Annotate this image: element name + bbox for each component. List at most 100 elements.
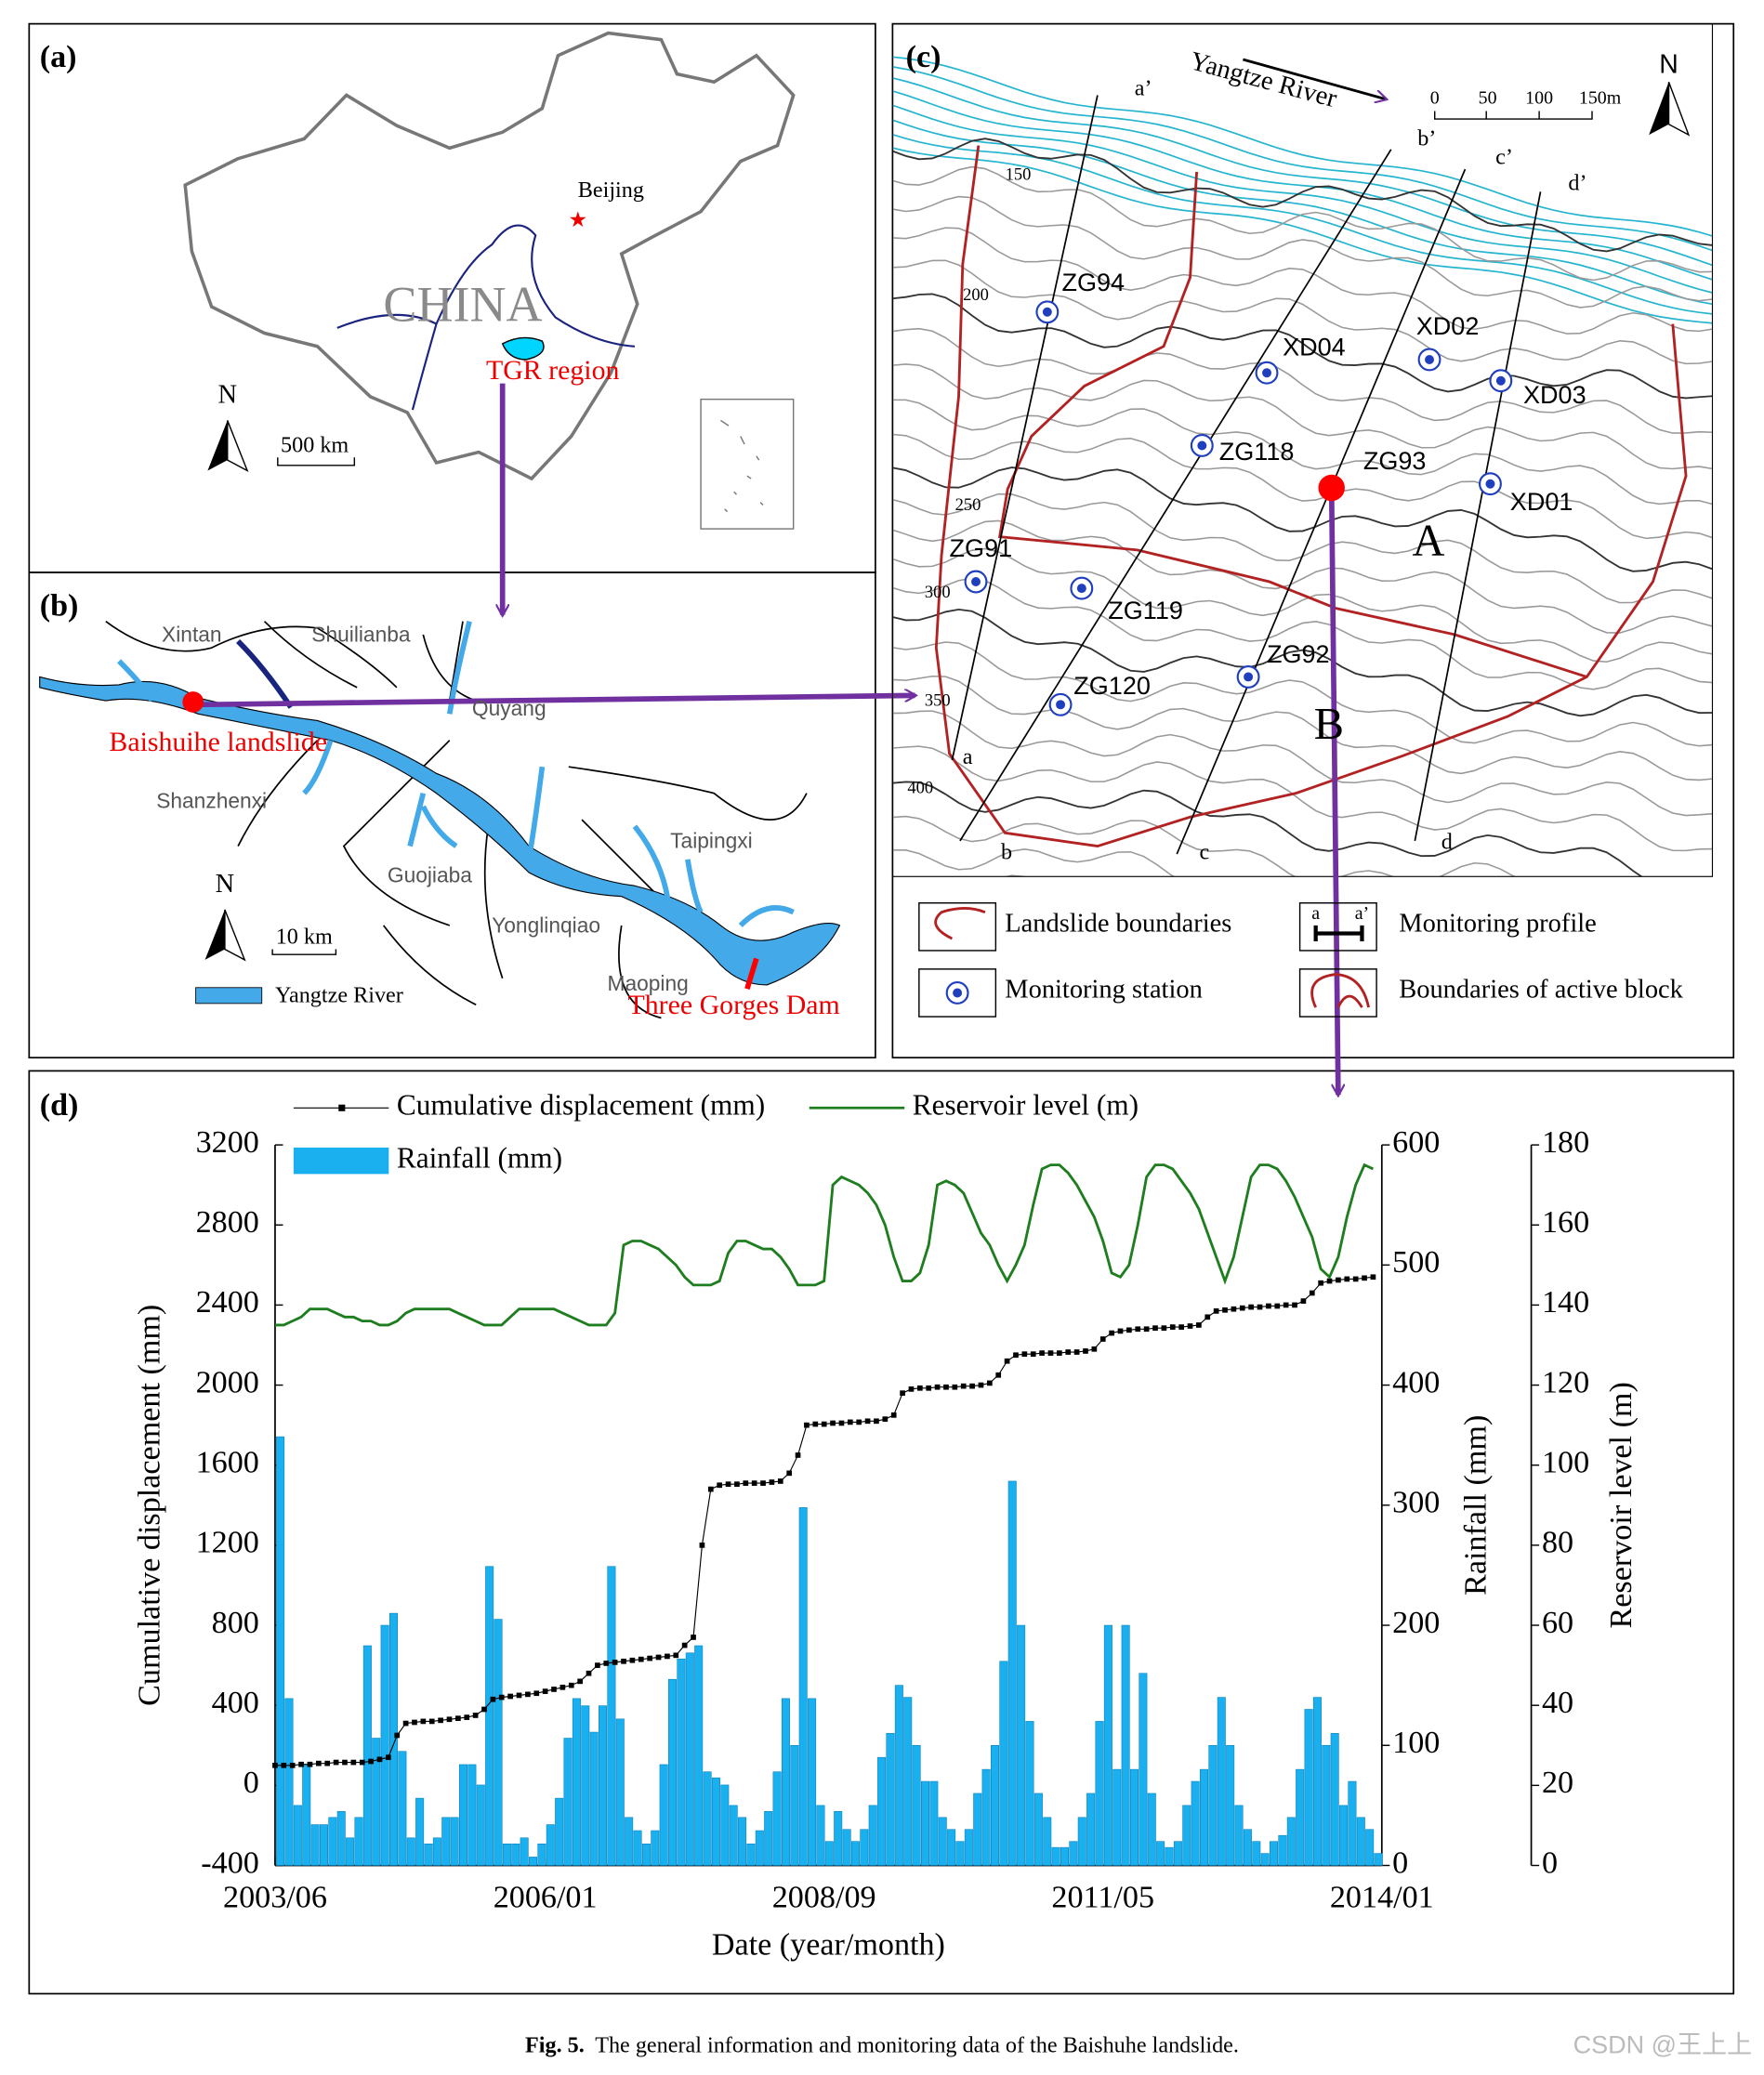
bar bbox=[302, 1764, 311, 1866]
legend-label: Reservoir level (m) bbox=[913, 1088, 1139, 1121]
line-marker bbox=[1004, 1358, 1010, 1364]
bar bbox=[764, 1811, 773, 1866]
river bbox=[336, 224, 636, 411]
station-dot bbox=[1076, 584, 1086, 594]
bar bbox=[310, 1824, 320, 1866]
profile-line bbox=[951, 95, 1099, 761]
line-marker bbox=[586, 1670, 592, 1676]
station-label: ZG91 bbox=[950, 534, 1013, 562]
line-marker bbox=[1152, 1325, 1158, 1332]
contour-label: 200 bbox=[963, 285, 989, 304]
line-marker bbox=[1222, 1307, 1228, 1313]
contour bbox=[892, 259, 1713, 365]
y-axis-label: Cumulative displacement (mm) bbox=[132, 1305, 166, 1706]
bar bbox=[703, 1771, 712, 1866]
bar bbox=[1226, 1744, 1235, 1866]
line-marker bbox=[838, 1420, 845, 1426]
scale-label: 10 km bbox=[276, 925, 333, 950]
bar bbox=[520, 1837, 529, 1866]
bar bbox=[1043, 1817, 1052, 1866]
bar bbox=[938, 1817, 947, 1866]
line-marker bbox=[864, 1418, 871, 1425]
line-marker bbox=[1213, 1308, 1219, 1314]
bar bbox=[808, 1698, 817, 1866]
line-marker bbox=[386, 1754, 391, 1761]
profile-label: c bbox=[1199, 840, 1209, 865]
station-label: XD03 bbox=[1523, 381, 1586, 409]
legend-icon bbox=[934, 907, 986, 940]
bar bbox=[824, 1841, 834, 1866]
legend-icon-label: a bbox=[1311, 903, 1320, 924]
bar bbox=[668, 1678, 678, 1866]
dam-label: Three Gorges Dam bbox=[628, 990, 840, 1020]
river-contour bbox=[892, 147, 1713, 324]
y-tick-label: 2400 bbox=[196, 1285, 259, 1320]
line-marker bbox=[629, 1657, 636, 1663]
country-label: CHINA bbox=[383, 276, 542, 332]
contour bbox=[892, 327, 1713, 434]
line-marker bbox=[498, 1694, 505, 1701]
line-marker bbox=[734, 1481, 740, 1488]
legend-label: Cumulative displacement (mm) bbox=[397, 1088, 765, 1121]
bar bbox=[651, 1830, 660, 1866]
bar bbox=[1296, 1768, 1305, 1866]
bar bbox=[903, 1697, 913, 1866]
contour-label: 250 bbox=[955, 495, 981, 514]
bar bbox=[1121, 1624, 1130, 1866]
bar bbox=[1217, 1697, 1226, 1866]
y3-tick-label: 120 bbox=[1542, 1365, 1589, 1399]
block-label: A bbox=[1413, 516, 1445, 565]
contour-label: 300 bbox=[925, 583, 951, 601]
line-marker bbox=[1117, 1328, 1124, 1334]
block-label: B bbox=[1314, 700, 1344, 749]
line-marker bbox=[577, 1678, 583, 1685]
place-label: Quyang bbox=[472, 696, 546, 720]
line-marker bbox=[1344, 1276, 1350, 1282]
line-marker bbox=[1039, 1350, 1045, 1356]
line-marker bbox=[647, 1655, 653, 1661]
contour bbox=[892, 547, 1713, 663]
north-label: N bbox=[216, 870, 235, 899]
y2-axis-label: Rainfall (mm) bbox=[1458, 1415, 1493, 1596]
profile-label: a bbox=[963, 744, 973, 769]
y3-tick-label: 180 bbox=[1542, 1125, 1589, 1160]
bar bbox=[625, 1817, 634, 1866]
line-marker bbox=[890, 1412, 897, 1418]
bar bbox=[494, 1619, 503, 1866]
bar bbox=[1182, 1805, 1191, 1866]
station-dot bbox=[971, 577, 981, 586]
bar bbox=[920, 1780, 929, 1866]
bar bbox=[1191, 1780, 1200, 1866]
line-marker bbox=[376, 1756, 383, 1763]
bar bbox=[336, 1811, 346, 1866]
dam-mark bbox=[744, 957, 759, 991]
bar bbox=[781, 1698, 790, 1866]
bar bbox=[572, 1698, 581, 1866]
bar bbox=[432, 1837, 441, 1866]
boundaries bbox=[105, 621, 808, 1019]
station-label: ZG118 bbox=[1219, 438, 1295, 466]
bar bbox=[467, 1764, 477, 1866]
bar bbox=[659, 1764, 668, 1866]
y-tick-label: 1200 bbox=[196, 1526, 259, 1560]
legend-swatch bbox=[338, 1104, 346, 1111]
bar bbox=[450, 1817, 459, 1866]
place-label: Shuilianba bbox=[311, 622, 411, 646]
bar bbox=[981, 1768, 991, 1866]
bar bbox=[677, 1658, 686, 1866]
bar bbox=[1348, 1780, 1357, 1866]
bar bbox=[1173, 1841, 1182, 1866]
line-marker bbox=[1099, 1336, 1106, 1342]
bar bbox=[886, 1733, 895, 1866]
north-label: N bbox=[1659, 50, 1678, 80]
contour bbox=[892, 433, 1713, 540]
bar bbox=[1234, 1805, 1244, 1866]
bar bbox=[319, 1824, 328, 1866]
scale-label: 150m bbox=[1579, 87, 1622, 108]
line-marker bbox=[699, 1543, 705, 1548]
line-marker bbox=[847, 1419, 853, 1425]
contour bbox=[892, 848, 1176, 877]
y-tick-label: 2800 bbox=[196, 1205, 259, 1240]
